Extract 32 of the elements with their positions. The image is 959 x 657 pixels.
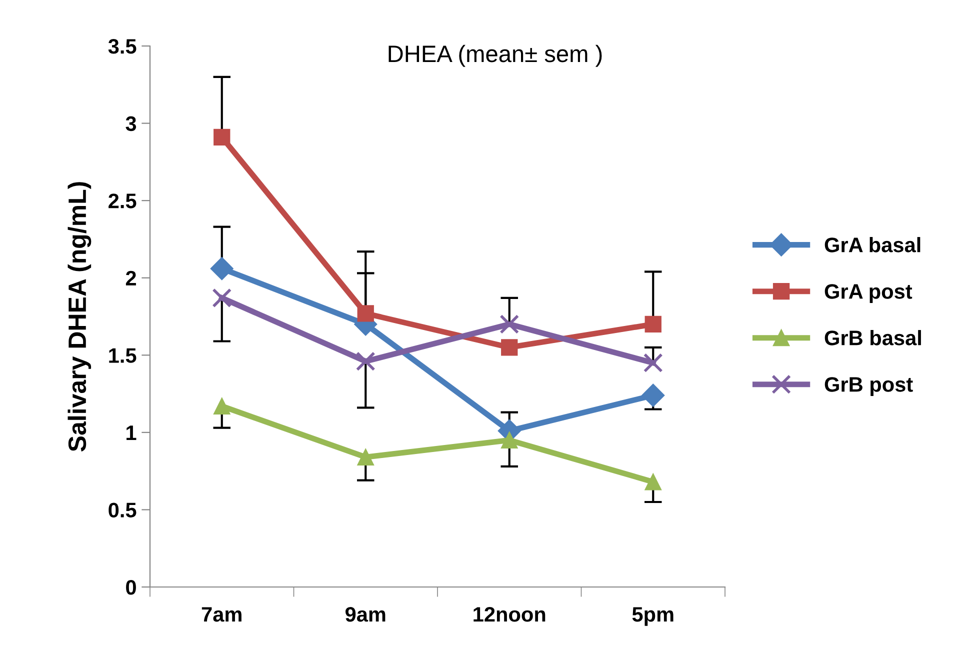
point (501, 432, 518, 448)
point (356, 352, 376, 372)
point (357, 305, 374, 322)
point (644, 474, 662, 490)
point (501, 339, 518, 356)
chart-title: DHEA (mean± sem ) (388, 44, 602, 67)
x-tick-label: 7am (202, 607, 242, 622)
legend-label: GrB basal (824, 330, 921, 346)
y-tick-label: 3.5 (108, 39, 136, 54)
x-tick-label: 5pm (632, 607, 674, 626)
y-axis-title: Salivary DHEA (ng/mL) (68, 182, 92, 452)
point (642, 384, 665, 407)
legend-label: GrB post (824, 377, 913, 396)
point (210, 257, 234, 280)
y-tick-label: 1 (126, 426, 136, 440)
point (357, 448, 374, 466)
point (643, 353, 663, 373)
point (212, 288, 232, 308)
y-tick-label: 2 (126, 270, 136, 286)
legend-label: GrA basal (824, 237, 920, 252)
y-tick-label: 3 (126, 116, 136, 132)
y-tick-label: 0.5 (108, 502, 136, 518)
legend-label: GrA post (824, 284, 912, 303)
point (500, 314, 520, 334)
y-tick-label: 2.5 (108, 194, 136, 208)
y-tick-label: 1.5 (109, 348, 136, 363)
x-tick-label: 9am (346, 606, 386, 622)
y-tick-label: 0 (126, 580, 136, 595)
point (644, 316, 662, 333)
point (214, 128, 230, 146)
x-tick-label: 12noon (474, 606, 546, 622)
point (214, 398, 230, 414)
